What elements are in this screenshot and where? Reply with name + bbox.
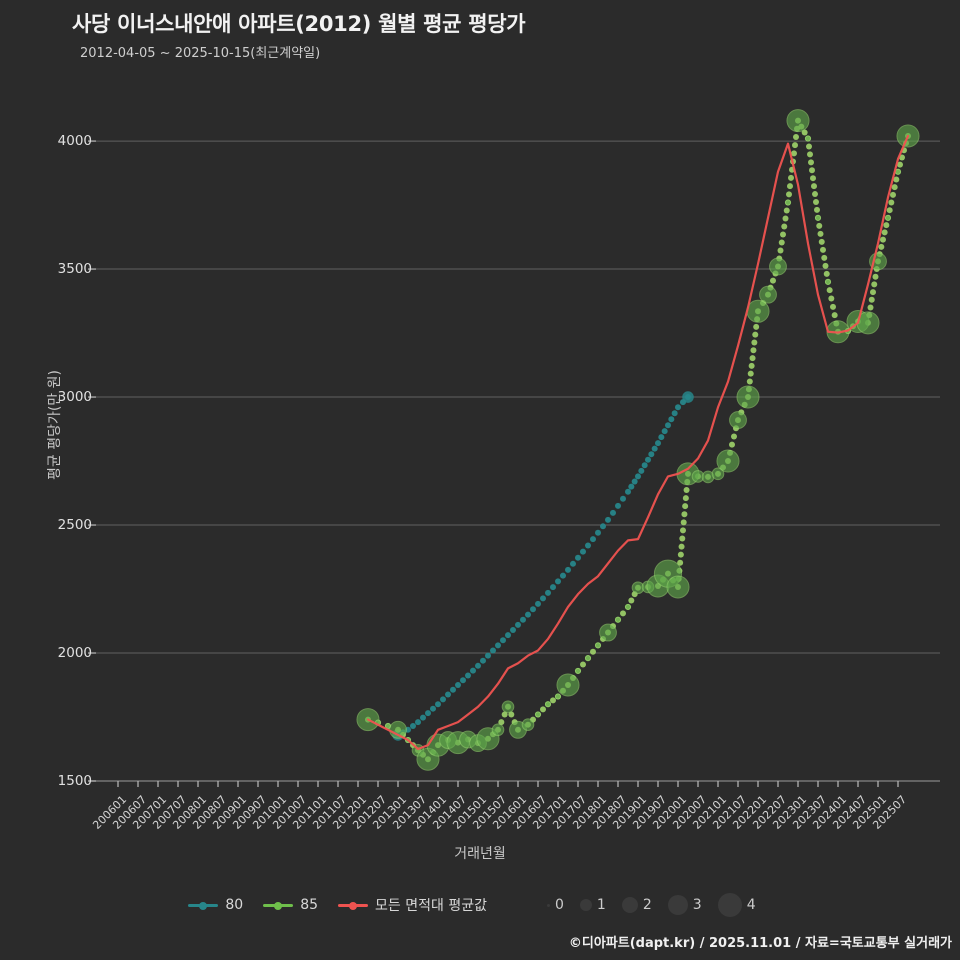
y-tick-label: 3500 (57, 261, 92, 278)
y-tick-label: 2000 (57, 645, 92, 661)
footer-credit: ©디아파트(dapt.kr) / 2025.11.01 / 자료=국토교통부 실… (568, 936, 952, 951)
legend-label-average: 모든 면적대 평균값 (375, 898, 487, 914)
chart-legend: 80 85 모든 면적대 평균값 0 1 2 3 4 (0, 893, 960, 917)
x-axis-label: 거래년월 (454, 846, 506, 862)
y-axis-label: 평균 평당가(만 원) (47, 370, 63, 480)
legend-size-label: 0 (555, 897, 564, 913)
legend-size-dot (717, 893, 742, 917)
legend-item-80[interactable]: 80 (188, 897, 243, 913)
legend-size-label: 2 (642, 897, 652, 913)
legend-size-item: 3 (667, 895, 712, 915)
legend-size-label: 1 (596, 897, 606, 913)
y-axis-ticks: 1500 2000 2500 3000 3500 4000 (20, 0, 92, 960)
legend-swatch-average (338, 899, 369, 911)
legend-size-dot (667, 895, 688, 915)
legend-size-item: 0 (547, 897, 574, 913)
legend-item-average[interactable]: 모든 면적대 평균값 (338, 895, 487, 915)
legend-size-label: 3 (692, 897, 702, 913)
y-tick-label: 4000 (57, 133, 92, 150)
legend-size-item: 1 (579, 897, 616, 913)
legend-label-80: 80 (225, 897, 244, 913)
legend-label-85: 85 (300, 897, 319, 913)
y-tick-label: 2500 (57, 517, 92, 534)
legend-size-item: 4 (717, 893, 766, 917)
legend-size-dot (579, 899, 592, 911)
legend-size-dot (547, 903, 550, 907)
legend-bubble-size: 0 1 2 3 4 (547, 893, 772, 917)
y-tick-label: 3000 (57, 389, 92, 406)
chart-subtitle: 2012-04-05 ~ 2025-10-15(최근계약일) (80, 46, 321, 61)
legend-size-dot (621, 897, 638, 913)
page-title: 사당 이너스내안애 아파트(2012) 월별 평균 평당가 (72, 12, 526, 36)
legend-swatch-80 (188, 899, 219, 911)
legend-size-item: 2 (621, 897, 662, 913)
y-tick-label: 1500 (57, 773, 92, 789)
legend-swatch-85 (263, 899, 294, 911)
legend-item-85[interactable]: 85 (263, 897, 318, 913)
legend-size-label: 4 (746, 897, 756, 913)
